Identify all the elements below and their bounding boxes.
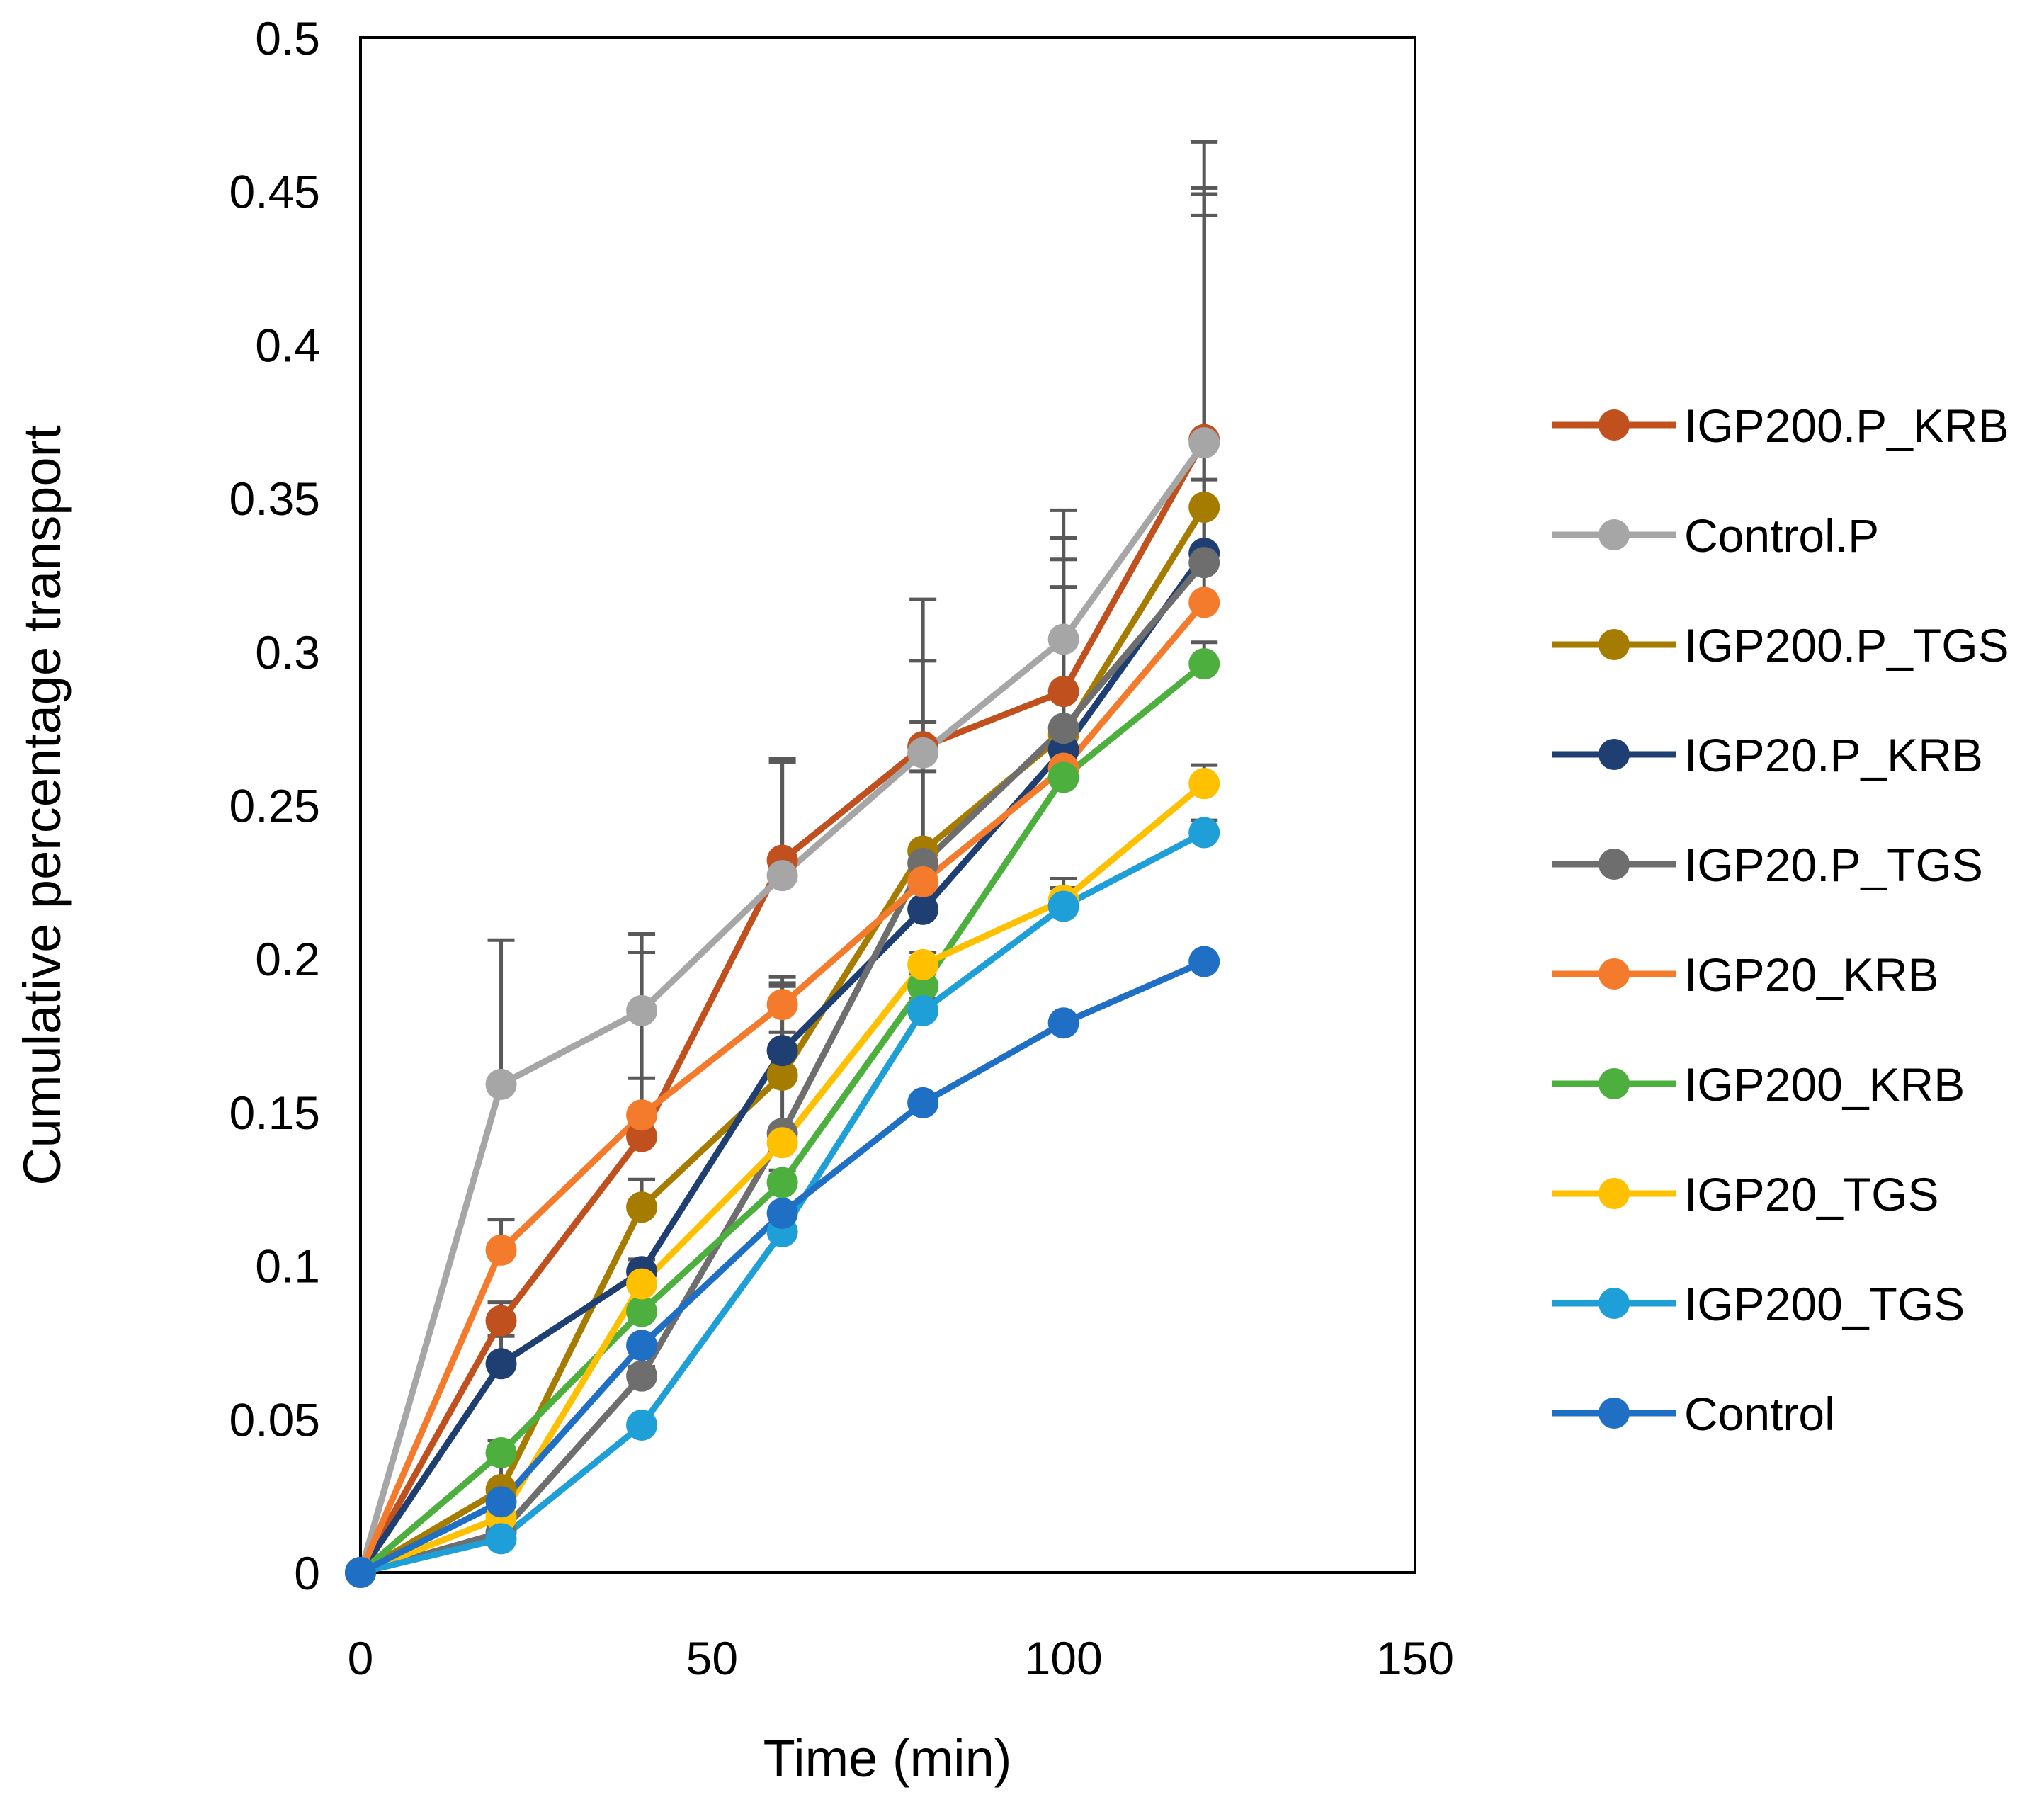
y-tick-label: 0.25 [229,780,320,832]
y-tick-label: 0.35 [229,472,320,525]
data-point-igp200-tgs [907,994,939,1026]
data-point-igp200-p-tgs [626,1191,658,1223]
x-axis-title: Time (min) [763,1729,1012,1788]
legend-label: IGP20.P_TGS [1684,839,1983,891]
data-point-igp20-krb [485,1234,517,1266]
data-point-igp20-p-tgs [1047,713,1079,744]
data-point-control [345,1557,376,1588]
legend-label: IGP20.P_KRB [1684,729,1983,781]
data-point-igp20-tgs [626,1268,658,1300]
legend-label: Control [1684,1388,1835,1440]
y-tick-label: 0.15 [229,1087,320,1139]
y-tick-label: 0.3 [255,626,320,679]
legend-marker-control-p [1599,519,1630,550]
data-point-igp200-tgs [1047,890,1079,922]
legend-label: IGP20_KRB [1684,948,1939,1001]
legend-marker-igp200-p-krb [1599,409,1630,441]
data-point-igp200-p-krb [1047,676,1079,708]
data-point-control-p [1188,427,1220,459]
x-tick-label: 50 [686,1632,738,1684]
data-point-igp20-p-krb [766,1035,798,1067]
data-point-igp200-tgs [626,1409,658,1441]
x-axis-ticks: 0 50 100 150 [348,1632,1454,1684]
legend-marker-igp20-tgs [1599,1178,1630,1209]
y-tick-label: 0.5 [255,12,320,64]
data-point-control-p [907,737,939,769]
y-tick-label: 0.05 [229,1393,320,1446]
data-point-igp20-tgs [766,1127,798,1159]
y-tick-label: 0.2 [255,933,320,985]
data-point-igp200-p-tgs [1188,492,1220,523]
y-axis-title: Cumulative percentage transport [13,425,72,1186]
data-point-igp200-krb [626,1296,658,1327]
data-point-igp200-p-krb [626,1121,658,1152]
data-point-control [626,1330,658,1361]
x-tick-label: 150 [1376,1632,1454,1684]
legend-marker-control [1599,1398,1630,1429]
data-point-igp20-tgs [907,948,939,980]
data-point-igp20-p-krb [485,1348,517,1380]
data-markers [345,424,1220,1588]
legend-marker-igp200-krb [1599,1068,1630,1099]
data-point-igp200-krb [1188,648,1220,680]
legend-label: Control.P [1684,509,1879,562]
legend-label: IGP200.P_KRB [1684,400,2009,452]
data-point-igp20-krb [766,989,798,1021]
legend-label: IGP200_TGS [1684,1278,1965,1330]
y-tick-label: 0.1 [255,1240,320,1293]
data-point-control-p [766,860,798,892]
data-point-igp200-krb [1047,761,1079,793]
data-point-control [485,1486,517,1518]
data-point-igp200-p-tgs [766,1059,798,1091]
data-point-control [766,1197,798,1229]
y-tick-label: 0.4 [255,319,320,371]
legend-marker-igp20-krb [1599,958,1630,990]
data-point-igp200-tgs [1188,817,1220,849]
data-point-control-p [485,1068,517,1100]
data-point-igp20-p-krb [907,893,939,925]
legend-marker-igp200-p-tgs [1599,629,1630,660]
data-point-control-p [1047,623,1079,655]
legend-label: IGP20_TGS [1684,1168,1939,1220]
legend-label: IGP200_KRB [1684,1058,1965,1111]
data-point-igp200-krb [485,1436,517,1468]
y-tick-label: 0.45 [229,166,320,218]
data-point-control [907,1087,939,1118]
data-point-igp20-krb [626,1099,658,1131]
data-point-control-p [626,994,658,1026]
data-point-control [1188,946,1220,978]
legend-marker-igp20-p-krb [1599,739,1630,770]
data-point-igp20-p-tgs [626,1360,658,1392]
data-point-igp20-tgs [1188,768,1220,800]
data-point-igp20-krb [1188,586,1220,618]
data-point-igp200-krb [766,1167,798,1198]
data-point-control [1047,1007,1079,1039]
data-point-igp200-krb [907,970,939,1002]
x-tick-label: 100 [1025,1632,1103,1684]
legend-marker-igp200-tgs [1599,1288,1630,1319]
data-point-igp200-tgs [485,1523,517,1555]
y-axis-ticks: 0 0.05 0.1 0.15 0.2 0.25 0.3 0.35 0.4 0.45 0.5 [229,12,320,1599]
y-tick-label: 0 [294,1547,320,1599]
data-point-igp20-p-tgs [1188,547,1220,579]
data-point-igp20-krb [907,866,939,897]
legend: IGP200.P_KRB Control.P IGP200.P_TGS IGP20.P… [1552,400,2009,1440]
legend-marker-igp20-p-tgs [1599,849,1630,880]
plot-area [359,36,1416,1574]
x-tick-label: 0 [348,1632,374,1684]
data-point-igp200-p-krb [485,1305,517,1337]
legend-label: IGP200.P_TGS [1684,619,2009,672]
